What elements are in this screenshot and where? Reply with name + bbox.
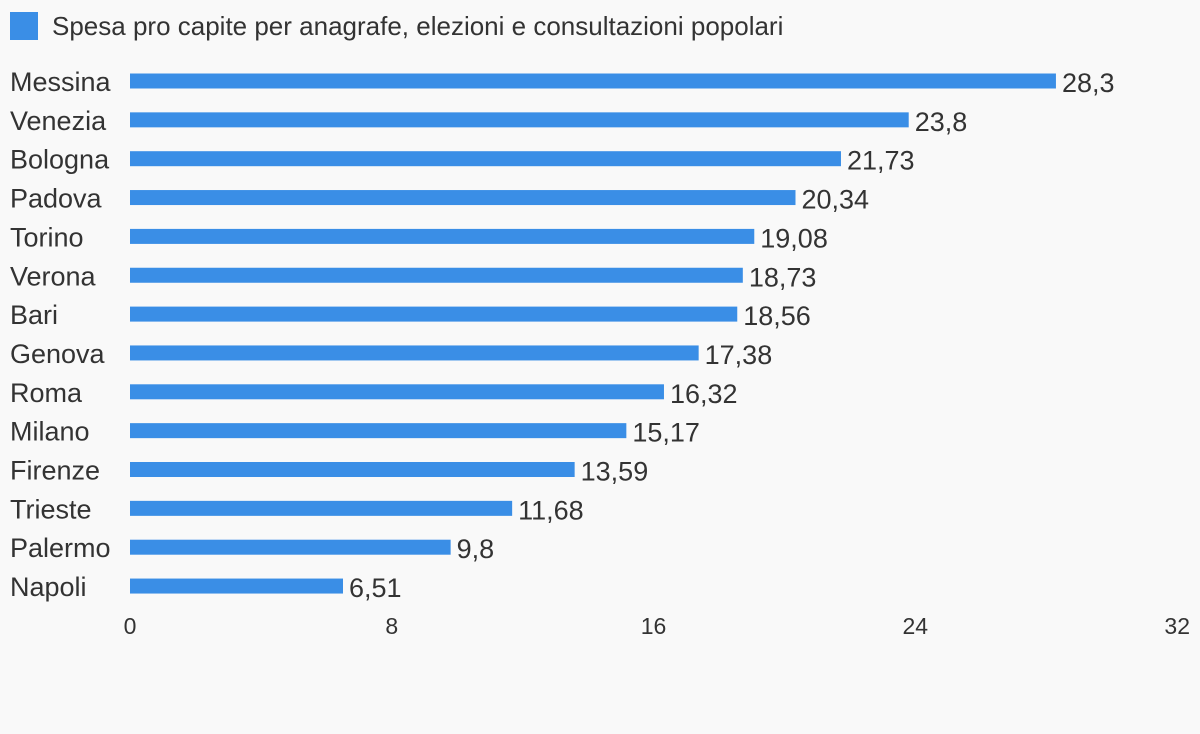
category-labels: Messina Venezia Bologna Padova Torino Verona B… (10, 67, 112, 602)
x-tick-label: 32 (1164, 613, 1190, 639)
bar (130, 423, 627, 439)
category-label: Roma (10, 378, 83, 408)
bar (130, 228, 755, 244)
category-label: Firenze (10, 456, 100, 486)
category-label: Palermo (10, 533, 111, 563)
legend: Spesa pro capite per anagrafe, elezioni … (10, 9, 783, 43)
value-labels: 28,3 23,821,73 20,34 19,08 18,73 18,56 17,38 16… (349, 68, 1115, 603)
bar (130, 112, 909, 128)
value-label: 23,8 (915, 107, 968, 137)
bars (130, 73, 1056, 594)
category-label: Padova (10, 184, 103, 214)
bar (130, 267, 743, 283)
x-tick-label: 8 (385, 613, 398, 639)
bar (130, 384, 664, 400)
value-label: 17,38 (705, 340, 773, 370)
bar (130, 462, 575, 477)
category-label: Torino (10, 222, 84, 252)
legend-label: Spesa pro capite per anagrafe, elezioni … (52, 10, 784, 41)
value-label: 11,68 (518, 495, 584, 525)
bar (130, 578, 343, 594)
bar (130, 306, 738, 322)
x-axis-ticks: 0 8 16 24 32 (124, 613, 1190, 639)
bar (130, 539, 451, 555)
category-label: Trieste (10, 494, 92, 524)
value-label: 13,59 (581, 457, 649, 487)
category-label: Bari (10, 300, 58, 330)
x-tick-label: 16 (641, 613, 667, 639)
value-label: 9,8 (457, 534, 495, 564)
bar (130, 500, 513, 516)
value-label: 20,34 (801, 185, 869, 215)
bar (130, 190, 796, 206)
category-label: Verona (10, 261, 97, 291)
value-label: 19,08 (760, 223, 828, 253)
x-tick-label: 24 (902, 613, 928, 639)
x-tick-label: 0 (124, 613, 137, 639)
value-label: 28,3 (1062, 68, 1115, 98)
category-label: Milano (10, 417, 90, 447)
bar (130, 345, 699, 361)
bar (130, 73, 1056, 89)
bar (130, 151, 841, 167)
category-label: Genova (10, 339, 106, 369)
value-label: 16,32 (670, 379, 738, 409)
value-label: 18,73 (749, 262, 817, 292)
category-label: Bologna (10, 145, 110, 175)
value-label: 6,51 (349, 573, 402, 603)
value-label: 15,17 (632, 418, 700, 448)
value-label: 21,73 (847, 146, 915, 176)
value-label: 18,56 (743, 301, 811, 331)
category-label: Messina (10, 67, 112, 97)
legend-swatch (10, 12, 38, 40)
category-label: Venezia (10, 106, 107, 136)
category-label: Napoli (10, 572, 87, 602)
